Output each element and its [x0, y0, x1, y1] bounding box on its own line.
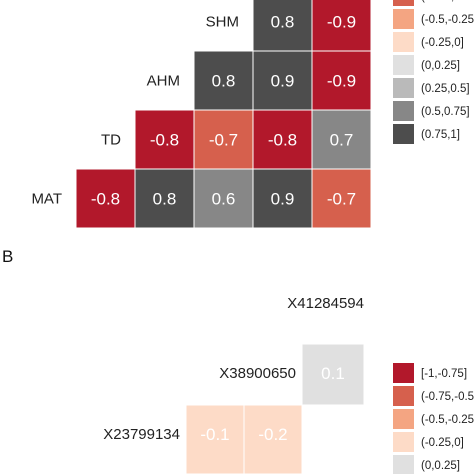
legend-a-label: (-0.75,-0.5] [421, 0, 474, 3]
heatmap-a-cell-value: -0.8 [150, 131, 179, 150]
heatmap-b-cell-value: 0.1 [321, 364, 345, 383]
legend-a-label: (0.25,0.5] [421, 83, 470, 95]
heatmap-a-cell [134, 168, 195, 229]
legend-b-label: (-0.75,-0.5] [421, 391, 474, 403]
heatmap-a-cell [311, 50, 372, 111]
legend-b-label: (-0.25,0] [421, 437, 464, 449]
heatmap-a-cell-value: -0.7 [209, 131, 238, 150]
legend-b-label: (0,0.25] [421, 460, 460, 472]
heatmap-b-cell-value: -0.1 [200, 425, 229, 444]
heatmap-a-row-label: AHM [147, 73, 180, 90]
heatmap-a-cell [311, 109, 372, 170]
legend-b-swatch [393, 363, 414, 383]
heatmap-a-cell [193, 50, 254, 111]
heatmap-a-cell [252, 168, 313, 229]
heatmap-a-cell [311, 0, 372, 52]
heatmap-a-cell-value: -0.9 [327, 72, 356, 91]
legend-b-swatch [393, 386, 414, 406]
heatmap-b-cell [301, 343, 365, 406]
heatmap-a-cell [311, 168, 372, 229]
heatmap-a-cell-value: -0.8 [268, 131, 297, 150]
panel-b-heatmap: 0.1 X38900650 -0.1 -0.2 X23799134 X41284594 [-… [103, 295, 474, 474]
legend-a-label: (0.75,1] [421, 129, 460, 141]
legend-a-swatch [393, 55, 414, 75]
heatmap-a-cell-value: 0.9 [271, 190, 295, 209]
legend-b-label: (-0.5,-0.25] [421, 414, 474, 426]
legend-b-swatch [393, 409, 414, 429]
heatmap-a-cell-value: 0.7 [330, 131, 354, 150]
heatmap-a-cell-value: 0.8 [271, 13, 295, 32]
legend-a-swatch [393, 0, 414, 6]
heatmap-b-cell [185, 404, 245, 474]
legend-a-label: (-0.5,-0.25] [421, 14, 474, 26]
heatmap-b-top-label: X41284594 [287, 295, 364, 312]
legend-a-label: (-0.25,0] [421, 37, 464, 49]
heatmap-a-row-label: TD [101, 132, 121, 149]
legend-a-swatch [393, 32, 414, 52]
legend-b-swatch [393, 455, 414, 474]
heatmap-a-cell-value: 0.6 [212, 190, 236, 209]
heatmap-a-row-label: MAT [31, 191, 62, 208]
heatmap-a-row-label: SHM [206, 14, 239, 31]
legend-a-swatch [393, 78, 414, 98]
panel-b-label: B [2, 247, 13, 266]
legend-b-label: [-1,-0.75] [421, 368, 467, 380]
legend-a-swatch [393, 101, 414, 121]
heatmap-b-cell-value: -0.2 [258, 425, 287, 444]
heatmap-b-row-label: X38900650 [219, 365, 296, 382]
heatmap-a-cell-value: 0.8 [153, 190, 177, 209]
legend-a-swatch [393, 9, 414, 29]
heatmap-b-row-label: X23799134 [103, 426, 180, 443]
heatmap-b-cell [243, 404, 303, 474]
heatmap-a-cell-value: 0.9 [271, 72, 295, 91]
legend-a-swatch [393, 124, 414, 144]
heatmap-a-cell-value: -0.7 [327, 190, 356, 209]
heatmap-a-cell [252, 0, 313, 52]
heatmap-a-cell [75, 168, 136, 229]
heatmap-a-cell-value: -0.8 [91, 190, 120, 209]
legend-a-label: (0,0.25] [421, 60, 460, 72]
panel-a-heatmap: 0.8 -0.9 SHM 0.8 0.9 -0.9 AHM -0.8 -0.7 -0.8 0.7 TD… [31, 0, 474, 229]
heatmap-a-cell [252, 109, 313, 170]
heatmap-a-cell-value: 0.8 [212, 72, 236, 91]
legend-a-label: (0.5,0.75] [421, 106, 470, 118]
legend-b-swatch [393, 432, 414, 452]
heatmap-a-cell-value: -0.9 [327, 13, 356, 32]
